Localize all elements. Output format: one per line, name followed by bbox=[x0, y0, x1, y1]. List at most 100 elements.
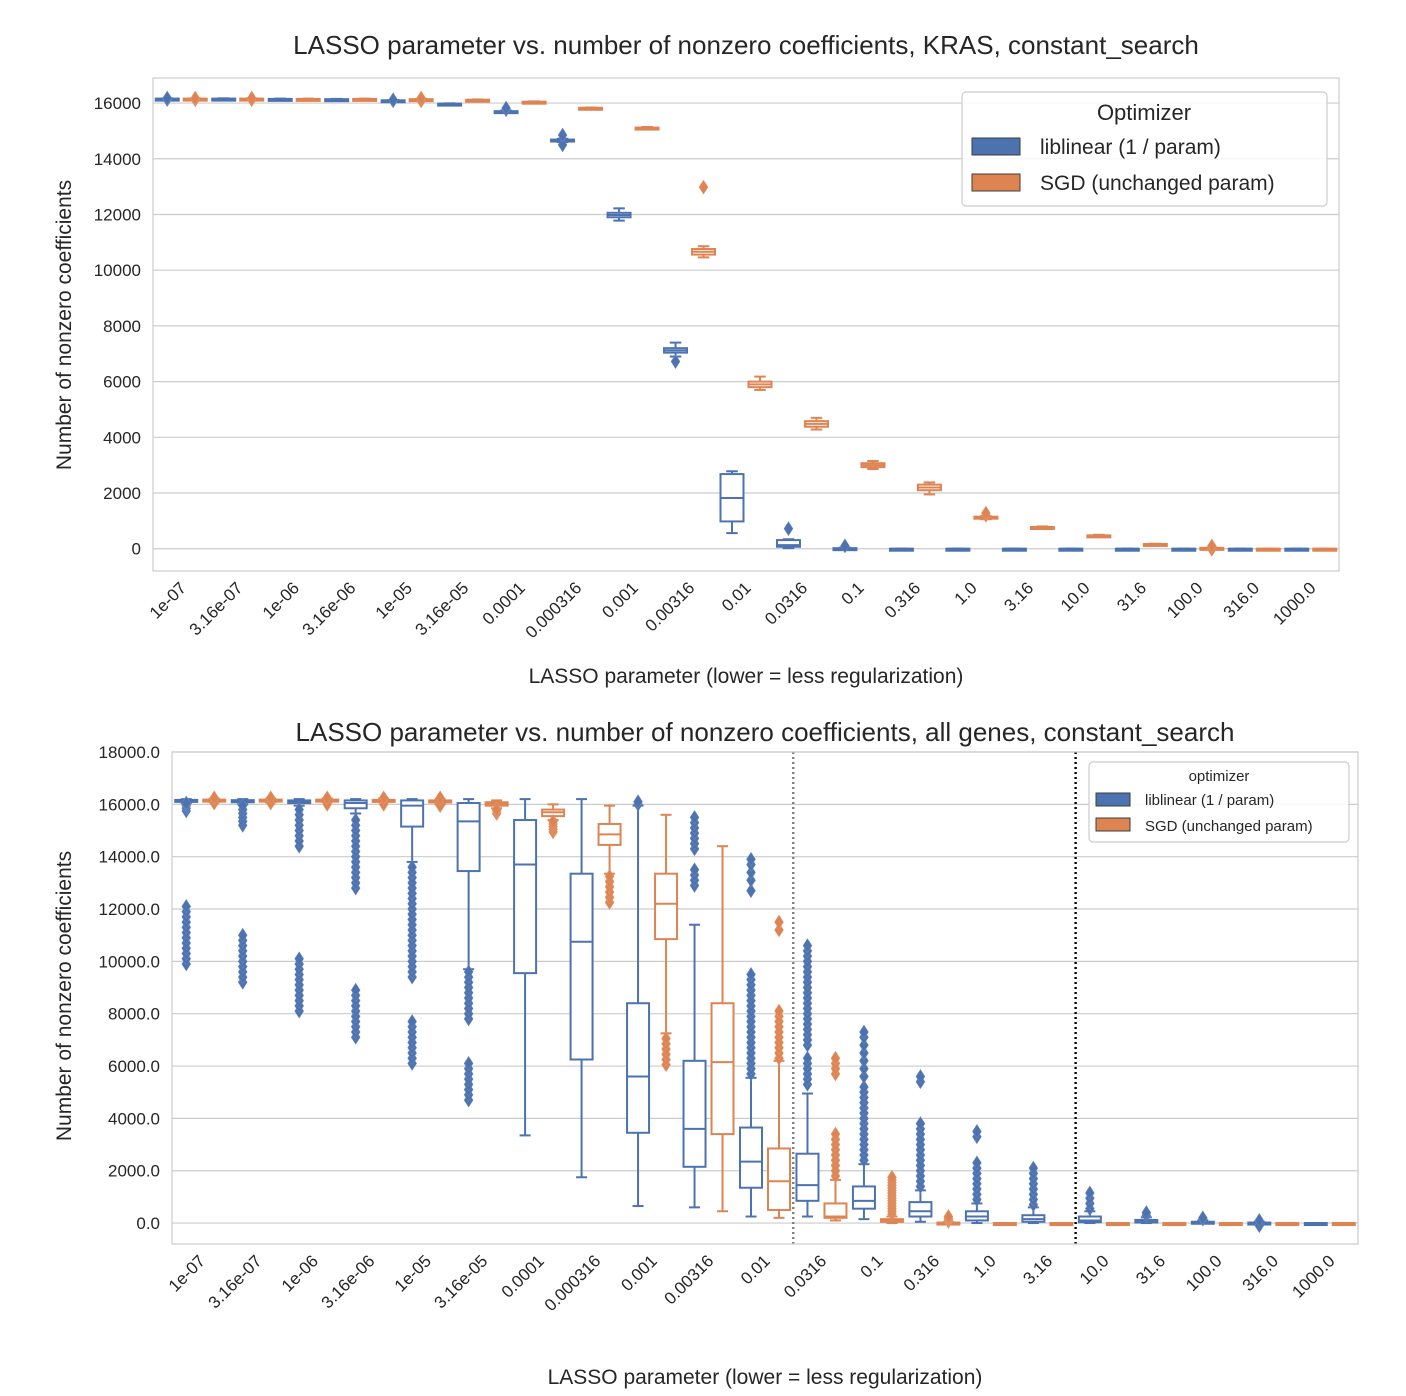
chart-1: LASSO parameter vs. number of nonzero co… bbox=[53, 30, 1340, 688]
box bbox=[626, 1002, 651, 1134]
ytick-label: 4000.0 bbox=[108, 1109, 160, 1128]
outlier-point bbox=[416, 90, 426, 106]
outlier-point bbox=[378, 790, 389, 806]
box bbox=[569, 872, 594, 1061]
outlier-point bbox=[802, 938, 813, 954]
ytick-label: 8000.0 bbox=[108, 1005, 160, 1024]
box bbox=[343, 799, 368, 810]
outlier-point bbox=[633, 794, 643, 810]
ytick-label: 6000.0 bbox=[108, 1057, 160, 1076]
chart-1-legend-label-sgd: SGD (unchanged param) bbox=[1040, 172, 1275, 195]
box bbox=[795, 1152, 820, 1202]
box bbox=[456, 802, 481, 873]
chart-2-vlines bbox=[792, 752, 1077, 1244]
outlier-point bbox=[746, 883, 756, 899]
outlier-point bbox=[981, 505, 991, 521]
outlier-point bbox=[859, 1024, 869, 1040]
outlier-point bbox=[859, 1053, 869, 1069]
outlier-point bbox=[830, 1050, 841, 1066]
ytick-label: 16000.0 bbox=[99, 795, 160, 814]
outlier-point bbox=[491, 802, 502, 818]
outlier-point bbox=[237, 798, 248, 814]
outlier-point bbox=[162, 90, 172, 106]
outlier-point bbox=[209, 790, 219, 806]
ytick-label: 14000.0 bbox=[99, 848, 160, 867]
chart-1-legend-swatch-sgd bbox=[971, 173, 1021, 192]
box bbox=[823, 1202, 848, 1219]
outlier-point bbox=[689, 862, 700, 878]
outlier-point bbox=[783, 521, 794, 537]
outlier-point bbox=[435, 798, 445, 814]
chart-2-legend-frame bbox=[1088, 761, 1350, 843]
box bbox=[908, 1201, 933, 1218]
ytick-label: 2000 bbox=[103, 484, 141, 503]
outlier-point bbox=[670, 354, 681, 369]
ytick-label: 2000.0 bbox=[108, 1162, 160, 1181]
outlier-point bbox=[548, 813, 558, 829]
outlier-point bbox=[1141, 1205, 1152, 1221]
outlier-point bbox=[943, 1209, 954, 1224]
chart-1-legend: Optimizer liblinear (1 / param) SGD (unc… bbox=[961, 91, 1328, 207]
chart-2-ylabel: Number of nonzero coefficients bbox=[53, 851, 76, 1141]
outlier-point bbox=[190, 90, 200, 106]
box bbox=[682, 1059, 707, 1168]
box bbox=[851, 1185, 876, 1210]
ytick-label: 6000 bbox=[103, 373, 141, 392]
outlier-point bbox=[859, 1069, 869, 1084]
chart-2-legend-label-liblinear: liblinear (1 / param) bbox=[1145, 792, 1274, 809]
ytick-label: 0.0 bbox=[136, 1214, 160, 1233]
ytick-label: 12000 bbox=[94, 205, 141, 224]
outlier-point bbox=[774, 914, 784, 930]
outlier-point bbox=[746, 851, 756, 867]
outlier-point bbox=[1028, 1160, 1039, 1176]
outlier-point bbox=[972, 1155, 982, 1171]
chart-1-yticks: 0 2000 4000 6000 8000 10000 12000 14000 16000 bbox=[94, 94, 141, 559]
chart-1-legend-title: Optimizer bbox=[1097, 100, 1191, 125]
outlier-point bbox=[774, 922, 784, 938]
chart-2-title: LASSO parameter vs. number of nonzero co… bbox=[296, 717, 1235, 747]
outlier-point bbox=[350, 812, 361, 828]
outlier-point bbox=[407, 859, 417, 875]
outlier-point bbox=[388, 92, 398, 108]
chart-1-title: LASSO parameter vs. number of nonzero co… bbox=[293, 30, 1199, 60]
ytick-label: 14000 bbox=[94, 150, 141, 169]
box bbox=[1077, 1215, 1102, 1224]
chart-1-legend-frame bbox=[961, 91, 1328, 207]
outlier-point bbox=[181, 898, 191, 914]
outlier-point bbox=[746, 872, 756, 888]
outlier-point bbox=[774, 1003, 784, 1019]
chart-2-legend-title: optimizer bbox=[1189, 768, 1250, 785]
outlier-point bbox=[181, 795, 191, 811]
outlier-point bbox=[746, 967, 756, 982]
outlier-point bbox=[830, 1126, 841, 1142]
box bbox=[775, 539, 801, 548]
outlier-point bbox=[1207, 538, 1217, 554]
outlier-point bbox=[915, 1069, 926, 1084]
chart-1-frame bbox=[152, 77, 1340, 572]
ytick-label: 10000.0 bbox=[99, 952, 160, 971]
ytick-label: 8000 bbox=[103, 317, 141, 336]
ytick-label: 0 bbox=[132, 540, 141, 559]
outlier-point bbox=[322, 790, 332, 806]
outlier-point bbox=[661, 1031, 671, 1046]
chart-2-legend-swatch-liblinear bbox=[1095, 792, 1131, 807]
outlier-point bbox=[265, 790, 276, 806]
outlier-point bbox=[689, 809, 700, 825]
outlier-point bbox=[407, 1014, 417, 1029]
outlier-point bbox=[557, 127, 568, 143]
chart-2-legend-label-sgd: SGD (unchanged param) bbox=[1145, 818, 1313, 835]
outlier-point bbox=[463, 964, 474, 980]
chart-1-boxes bbox=[154, 90, 1338, 557]
outlier-point bbox=[746, 864, 756, 880]
box bbox=[400, 799, 425, 828]
outlier-point bbox=[1198, 1210, 1208, 1226]
ytick-label: 16000 bbox=[94, 94, 141, 113]
outlier-point bbox=[1085, 1185, 1095, 1201]
box bbox=[710, 1002, 735, 1136]
outlier-point bbox=[246, 90, 257, 106]
box bbox=[513, 819, 538, 975]
outlier-point bbox=[501, 100, 511, 116]
outlier-point bbox=[237, 927, 248, 943]
chart-2-frame bbox=[171, 751, 1359, 1245]
